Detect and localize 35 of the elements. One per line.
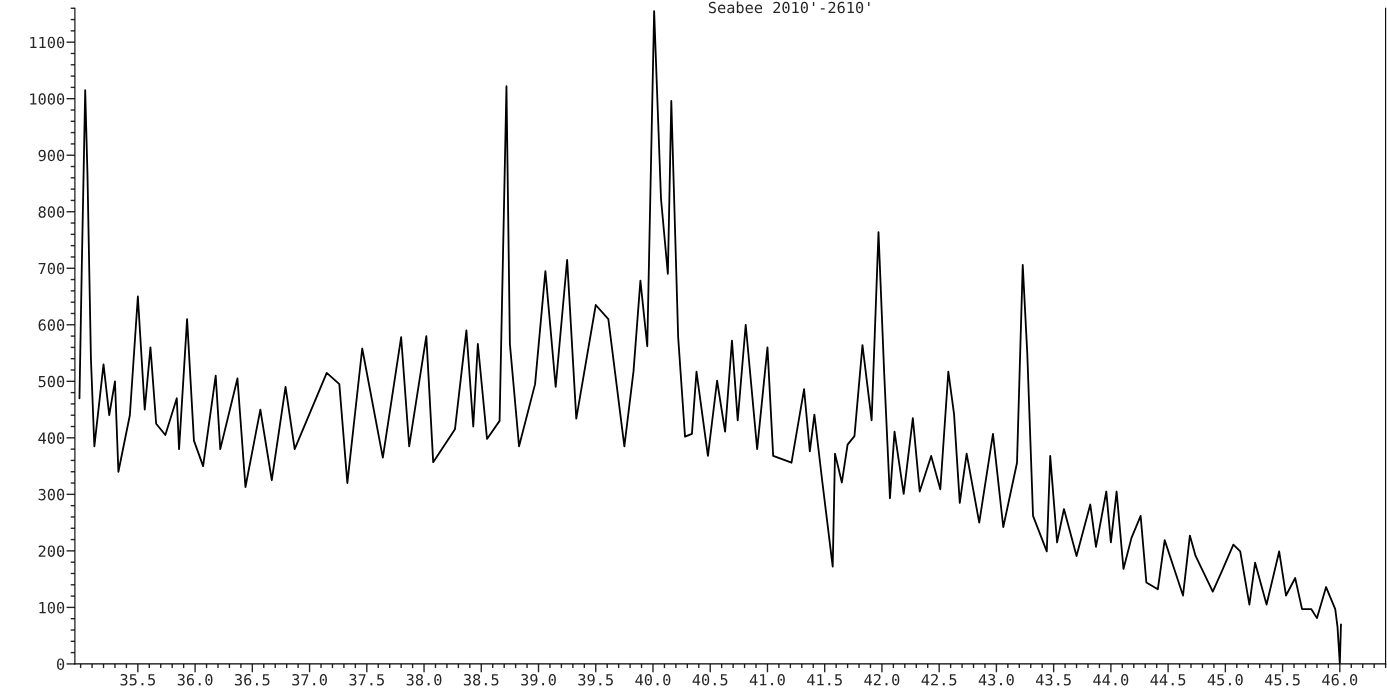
- y-tick-label: 300: [38, 488, 65, 501]
- x-tick-label: 40.5: [692, 673, 728, 686]
- x-tick-label: 45.5: [1264, 674, 1300, 686]
- x-tick-label: 42.5: [921, 673, 957, 686]
- chart-title: Seabee 2010'-2610': [708, 1, 870, 14]
- y-tick-label: 100: [39, 601, 65, 614]
- y-tick-label: 0: [56, 658, 65, 670]
- x-tick-label: 36.0: [177, 673, 213, 686]
- x-tick-label: 36.5: [234, 673, 270, 686]
- y-tick-label: 1100: [30, 36, 65, 49]
- x-tick-label: 41.5: [807, 674, 842, 686]
- x-tick-label: 38.5: [463, 673, 499, 686]
- x-tick-label: 44.0: [1093, 673, 1129, 686]
- y-tick-label: 1000: [30, 93, 65, 105]
- y-tick-label: 900: [38, 149, 65, 162]
- y-tick-label: 200: [38, 545, 65, 557]
- x-tick-label: 44.5: [1150, 674, 1186, 686]
- y-tick-label: 400: [38, 432, 65, 444]
- x-tick-label: 46.0: [1322, 673, 1358, 686]
- x-tick-label: 40.0: [635, 673, 671, 686]
- x-tick-label: 39.5: [578, 673, 613, 686]
- x-tick-label: 45.0: [1207, 673, 1243, 686]
- y-tick-label: 600: [38, 319, 65, 331]
- x-tick-label: 35.5: [120, 673, 156, 686]
- x-tick-label: 41.0: [749, 673, 785, 686]
- x-tick-label: 43.5: [1036, 673, 1071, 686]
- y-tick-label: 700: [38, 262, 65, 275]
- x-tick-label: 37.0: [292, 673, 327, 686]
- x-tick-label: 38.0: [406, 673, 442, 686]
- x-tick-label: 37.5: [349, 673, 384, 686]
- x-tick-label: 42.0: [864, 673, 900, 686]
- y-tick-label: 500: [38, 375, 65, 388]
- x-tick-label: 39.0: [521, 673, 556, 686]
- x-tick-label: 43.0: [978, 673, 1014, 686]
- y-tick-label: 800: [38, 206, 65, 218]
